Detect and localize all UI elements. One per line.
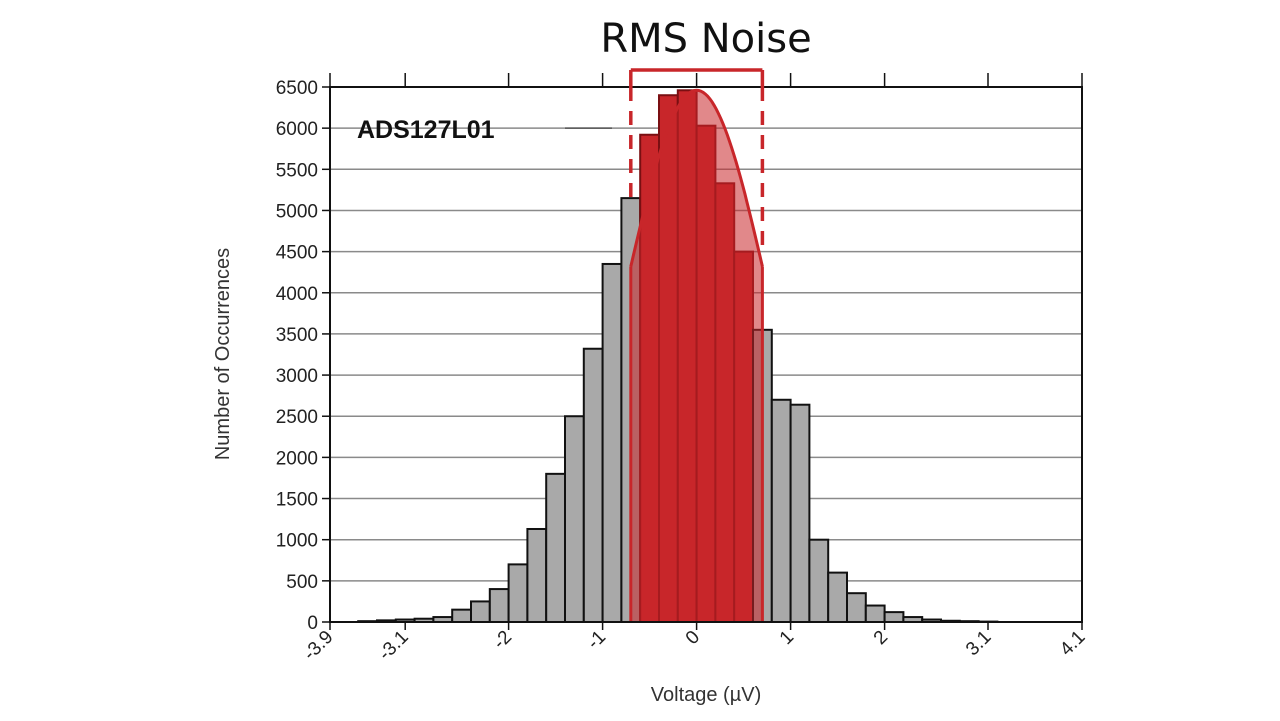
x-tick-label: 1: [776, 627, 798, 649]
y-tick-label: 2500: [276, 407, 318, 428]
histogram-bar: [770, 398, 792, 623]
y-tick-label: 2000: [276, 448, 318, 469]
histogram-bar: [470, 600, 491, 624]
x-axis-title: Voltage (µV): [651, 684, 761, 706]
histogram-bar: [451, 608, 473, 624]
y-axis-ticks: 0 500 1000 1500 2000 2500 3000 3500 4000 4500 5000…: [276, 78, 330, 634]
y-tick-label: 1500: [276, 490, 318, 511]
y-tick-label: 6000: [276, 119, 318, 140]
y-tick-label: 5000: [276, 201, 318, 222]
y-tick-label: 6500: [276, 78, 318, 99]
chart-title: RMS Noise: [600, 16, 811, 62]
histogram-bar: [864, 604, 886, 623]
x-tick-label: -3.1: [375, 627, 413, 665]
histogram-bar: [789, 403, 811, 624]
x-tick-label: 3.1: [962, 627, 996, 661]
y-tick-label: 3000: [276, 366, 318, 387]
y-tick-label: 0: [307, 613, 318, 634]
histogram-bar: [846, 592, 867, 624]
y-tick-label: 1000: [276, 531, 318, 552]
histogram-bar: [545, 472, 567, 623]
rms-highlight: [629, 88, 764, 622]
x-tick-label: 4.1: [1056, 627, 1090, 661]
histogram-bar: [827, 571, 849, 623]
rms-bracket: [629, 68, 765, 252]
plot-frame: [329, 86, 1083, 623]
histogram-bar: [808, 538, 830, 624]
y-tick-label: 5500: [276, 160, 318, 181]
device-label: ADS127L01: [357, 116, 495, 144]
x-tick-label: -3.9: [300, 627, 338, 665]
x-tick-label: 2: [870, 627, 892, 649]
histogram-bar: [507, 563, 529, 624]
x-tick-label: 0: [682, 627, 704, 649]
y-tick-label: 4500: [276, 243, 318, 264]
gaussian-fill: [630, 90, 763, 622]
y-tick-label: 3500: [276, 325, 318, 346]
histogram-bar: [601, 262, 623, 623]
x-tick-label: -2: [489, 627, 516, 654]
gaussian-curve: [629, 88, 764, 267]
y-axis-title: Number of Occurrences: [212, 248, 234, 460]
histogram-bar: [526, 527, 548, 623]
y-tick-label: 4000: [276, 284, 318, 305]
y-tick-label: 500: [286, 572, 318, 593]
histogram-bar: [488, 588, 510, 623]
histogram-bar: [883, 611, 905, 623]
histogram-bar: [582, 347, 604, 623]
x-tick-label: -1: [583, 627, 610, 654]
histogram-bar: [564, 415, 585, 623]
